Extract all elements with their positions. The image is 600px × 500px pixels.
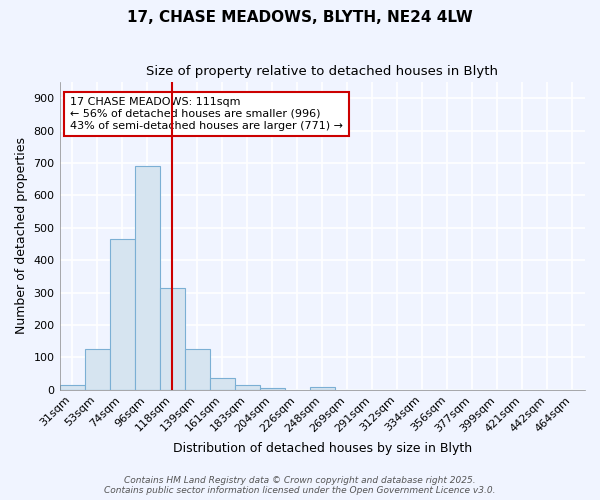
Title: Size of property relative to detached houses in Blyth: Size of property relative to detached ho… [146, 65, 498, 78]
Bar [134, 166, 160, 390]
Bar [110, 239, 134, 390]
Bar [59, 385, 85, 390]
Y-axis label: Number of detached properties: Number of detached properties [15, 138, 28, 334]
Bar [209, 378, 235, 390]
Bar [160, 288, 185, 390]
Bar [235, 385, 260, 390]
Text: Contains HM Land Registry data © Crown copyright and database right 2025.
Contai: Contains HM Land Registry data © Crown c… [104, 476, 496, 495]
Bar [310, 386, 335, 390]
Bar [260, 388, 285, 390]
X-axis label: Distribution of detached houses by size in Blyth: Distribution of detached houses by size … [173, 442, 472, 455]
Bar [185, 350, 209, 390]
Text: 17 CHASE MEADOWS: 111sqm
← 56% of detached houses are smaller (996)
43% of semi-: 17 CHASE MEADOWS: 111sqm ← 56% of detach… [70, 98, 343, 130]
Bar [85, 350, 110, 390]
Text: 17, CHASE MEADOWS, BLYTH, NE24 4LW: 17, CHASE MEADOWS, BLYTH, NE24 4LW [127, 10, 473, 25]
